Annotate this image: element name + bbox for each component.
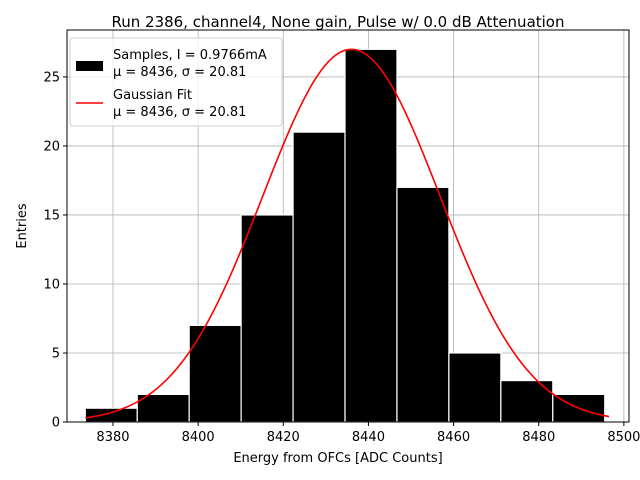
- histogram-bars: [84, 48, 606, 423]
- plot-frame: [66, 29, 630, 423]
- gaussian-fit: [85, 48, 610, 419]
- y-tick-label: 0: [52, 416, 60, 431]
- histogram-bar: [448, 352, 502, 423]
- legend-stats-samples: μ = 8436, σ = 20.81: [113, 65, 246, 80]
- x-tick-label: 8500: [607, 430, 640, 445]
- legend-label-fit: Gaussian Fit: [113, 88, 192, 103]
- histogram-bar: [84, 407, 138, 423]
- legend-label-samples: Samples, I = 0.9766mA: [113, 48, 267, 63]
- histogram-bar: [240, 214, 294, 423]
- gaussian-fit-line: [85, 48, 610, 419]
- legend-stats-fit: μ = 8436, σ = 20.81: [113, 105, 246, 120]
- histogram-bar: [344, 48, 398, 423]
- y-tick-label: 10: [43, 277, 60, 292]
- x-axis-ticks: 8380 8400 8420 8440 8460 8480 8500: [96, 422, 640, 445]
- x-tick-label: 8420: [267, 430, 300, 445]
- legend-swatch-samples: [76, 61, 103, 71]
- chart-title: Run 2386, channel4, None gain, Pulse w/ …: [112, 13, 565, 31]
- y-tick-label: 15: [43, 208, 60, 223]
- x-tick-label: 8480: [522, 430, 555, 445]
- histogram-bar: [136, 393, 190, 423]
- legend: Samples, I = 0.9766mA μ = 8436, σ = 20.8…: [69, 37, 283, 127]
- y-tick-label: 25: [43, 70, 60, 85]
- x-tick-label: 8400: [182, 430, 215, 445]
- histogram-bar: [188, 324, 242, 423]
- y-tick-label: 5: [52, 346, 60, 361]
- histogram-bar: [396, 186, 450, 423]
- x-tick-label: 8440: [352, 430, 385, 445]
- x-axis-label: Energy from OFCs [ADC Counts]: [233, 451, 442, 466]
- histogram-bar: [292, 131, 346, 423]
- y-tick-label: 20: [43, 139, 60, 154]
- x-tick-label: 8460: [437, 430, 470, 445]
- y-axis-ticks: 0 5 10 15 20 25: [43, 70, 67, 431]
- y-axis-label: Entries: [15, 203, 30, 249]
- legend-box: [69, 37, 283, 127]
- x-tick-label: 8380: [96, 430, 129, 445]
